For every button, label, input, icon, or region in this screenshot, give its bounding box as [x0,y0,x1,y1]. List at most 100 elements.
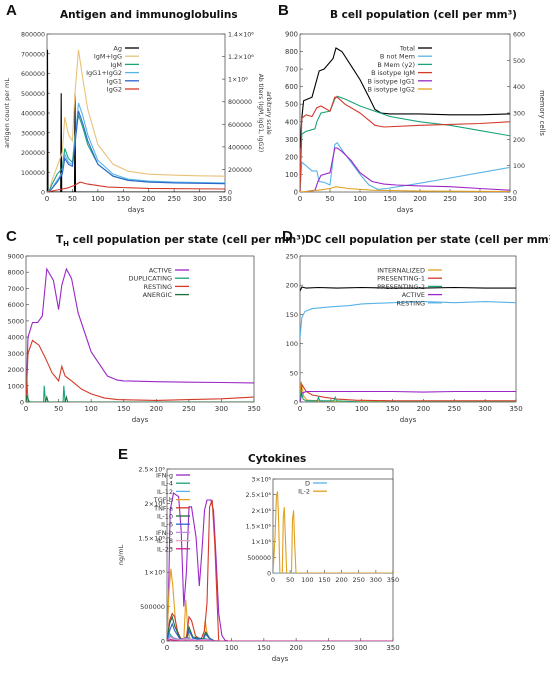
c0-y2tick-label-0: 0 [228,190,232,197]
c2-xtick-label-350: 350 [247,405,260,413]
c4-legend-label-il-4: IL-4 [161,480,173,488]
c0-legend-label-igg1: IgG1 [107,77,122,85]
c0-legend-label-igg1-igg2: IgG1+IgG2 [86,69,122,77]
c2-xtick-label-250: 250 [182,405,195,413]
c0-ytick-label-400000: 400000 [21,111,45,118]
c2-xtick-label-200: 200 [150,405,163,413]
c1-ytick-label-500: 500 [285,101,298,109]
c4-xtick-label-100: 100 [225,644,238,652]
c1-ytick-label-0: 0 [294,189,298,197]
c3-ytick-label-100: 100 [286,340,298,348]
c5-inset-xtick-label-300: 300 [370,576,382,584]
chart-antigen-immunoglobulins: 0 50 100 150 200 250 300 3500100000200000300000… [3,32,272,215]
c1-ytick-label-200: 200 [285,153,298,161]
c0-series-igm-igg [47,49,225,192]
c2-ytick-label-3000: 3000 [7,350,24,358]
c4-legend-label-il-23: IL-23 [157,545,173,553]
c1-xtick-label-350: 350 [503,195,516,203]
c5-inset-ytick-label-500000: 500000 [247,555,271,562]
c3-ytick-label-250: 250 [286,253,298,261]
c0-ytick-label-200000: 200000 [21,150,45,157]
c2-ytick-label-8000: 8000 [7,269,24,277]
c4-legend-label-tnf-a: TNF-a [153,504,173,512]
c3-ytick-label-0: 0 [294,399,298,407]
c2-xtick-label-0: 0 [24,405,28,413]
c0-y2tick-label-200000: 200000 [228,167,252,174]
c1-ytick-label-600: 600 [285,83,298,91]
panel-title-c-sub: H [63,240,70,249]
c4-legend-label-il-10: IL-10 [157,513,173,521]
c5-inset-legend-label-d: D [305,480,310,488]
c3-series-presenting-2 [300,390,516,402]
c1-y2tick-label-100: 100 [513,163,525,170]
c2-series-anergic [26,394,254,402]
c3-series-presenting-1 [300,382,516,402]
c0-xtick-label-200: 200 [142,195,155,203]
c0-y2tick-label-600000: 600000 [228,122,252,129]
c1-xtick-label-150: 150 [383,195,396,203]
c3-xtick-label-350: 350 [509,405,522,413]
c0-y2tick-label-400000: 400000 [228,144,252,151]
c1-ytick-label-800: 800 [285,48,298,56]
c3-legend-label-presenting-1: PRESENTING-1 [377,275,425,283]
panel-title-c-prefix: T [56,234,64,246]
c2-legend-label-duplicating: DUPLICATING [129,275,173,283]
c3-ytick-label-50: 50 [290,369,298,377]
c3-plot-frame [299,255,517,403]
c2-ytick-label-1000: 1000 [7,382,24,390]
c0-legend-label-igm: IgM [110,61,122,69]
c2-legend-label-anergic: ANERGIC [143,291,173,299]
c0-ytick-label-500000: 500000 [21,91,45,98]
c0-ytick-label-100000: 100000 [21,170,45,177]
c2-series-active [26,267,254,402]
c3-xtick-label-100: 100 [355,405,368,413]
c1-series-total [300,47,510,149]
c1-y2tick-label-400: 400 [513,84,525,91]
c3-ytick-label-150: 150 [286,311,298,319]
c1-xtick-label-50: 50 [326,195,335,203]
c1-ytick-label-900: 900 [285,31,298,39]
c0-legend-label-igg2: IgG2 [107,86,122,94]
c5-inset-xtick-label-100: 100 [301,576,313,584]
c4-legend-label-il-18: IL-18 [157,537,173,545]
c2-legend-label-active: ACTIVE [149,267,172,275]
c4-xtick-label-200: 200 [289,644,302,652]
c3-series-total [300,286,516,292]
c1-xtick-label-300: 300 [473,195,486,203]
c0-series-igg1 [47,110,225,192]
c5-inset-xtick-label-0: 0 [271,576,275,584]
c0-ylabel: antigen count per mL [3,78,11,148]
c0-legend-label-igm-igg: IgM+IgG [94,53,122,61]
c1-legend-label-b-mem-y2: B Mem (y2) [377,61,415,69]
c4-ytick-label-0: 0 [161,638,165,646]
c4-legend-label-il-6: IL-6 [161,521,173,529]
c3-xtick-label-150: 150 [386,405,399,413]
c2-plot-frame [25,255,255,403]
c1-y2tick-label-200: 200 [513,137,525,144]
c3-xtick-label-50: 50 [326,405,335,413]
c5-inset-legend-label-il-2: IL-2 [298,488,310,496]
c4-xtick-label-250: 250 [322,644,335,652]
c0-plot-frame [46,33,226,193]
c0-y2label-line2: arbitrary scale [265,91,272,135]
c3-legend-label-internalized: INTERNALIZED [377,267,425,275]
c3-series-resting [300,301,516,338]
c1-legend-label-b-isotype-igm: B isotype IgM [371,69,415,77]
c2-xtick-label-300: 300 [215,405,228,413]
c2-ytick-label-7000: 7000 [7,285,24,293]
c0-ytick-label-600000: 600000 [21,71,45,78]
c5-inset-series-il-2 [273,491,393,573]
c0-xtick-label-0: 0 [45,195,49,203]
c2-xtick-label-150: 150 [117,405,130,413]
c4-ytick-label-1-5-10: 1.5×10⁶ [138,534,165,542]
c4-ylabel: ng/mL [117,544,125,565]
c4-legend-label-il-12: IL-12 [157,488,173,496]
c0-y2label-line1: Ab titers (IgM, IgG1, IgG2) [257,74,264,153]
c0-xtick-label-250: 250 [167,195,180,203]
c5-inset-ytick-label-1-10: 1×10⁶ [252,539,272,546]
panel-letter-c: C [6,228,17,245]
c1-xlabel: days [397,206,414,214]
c1-series-b-not-mem [300,142,510,192]
c0-xtick-label-350: 350 [218,195,231,203]
c5-inset-plot-frame [272,478,394,574]
